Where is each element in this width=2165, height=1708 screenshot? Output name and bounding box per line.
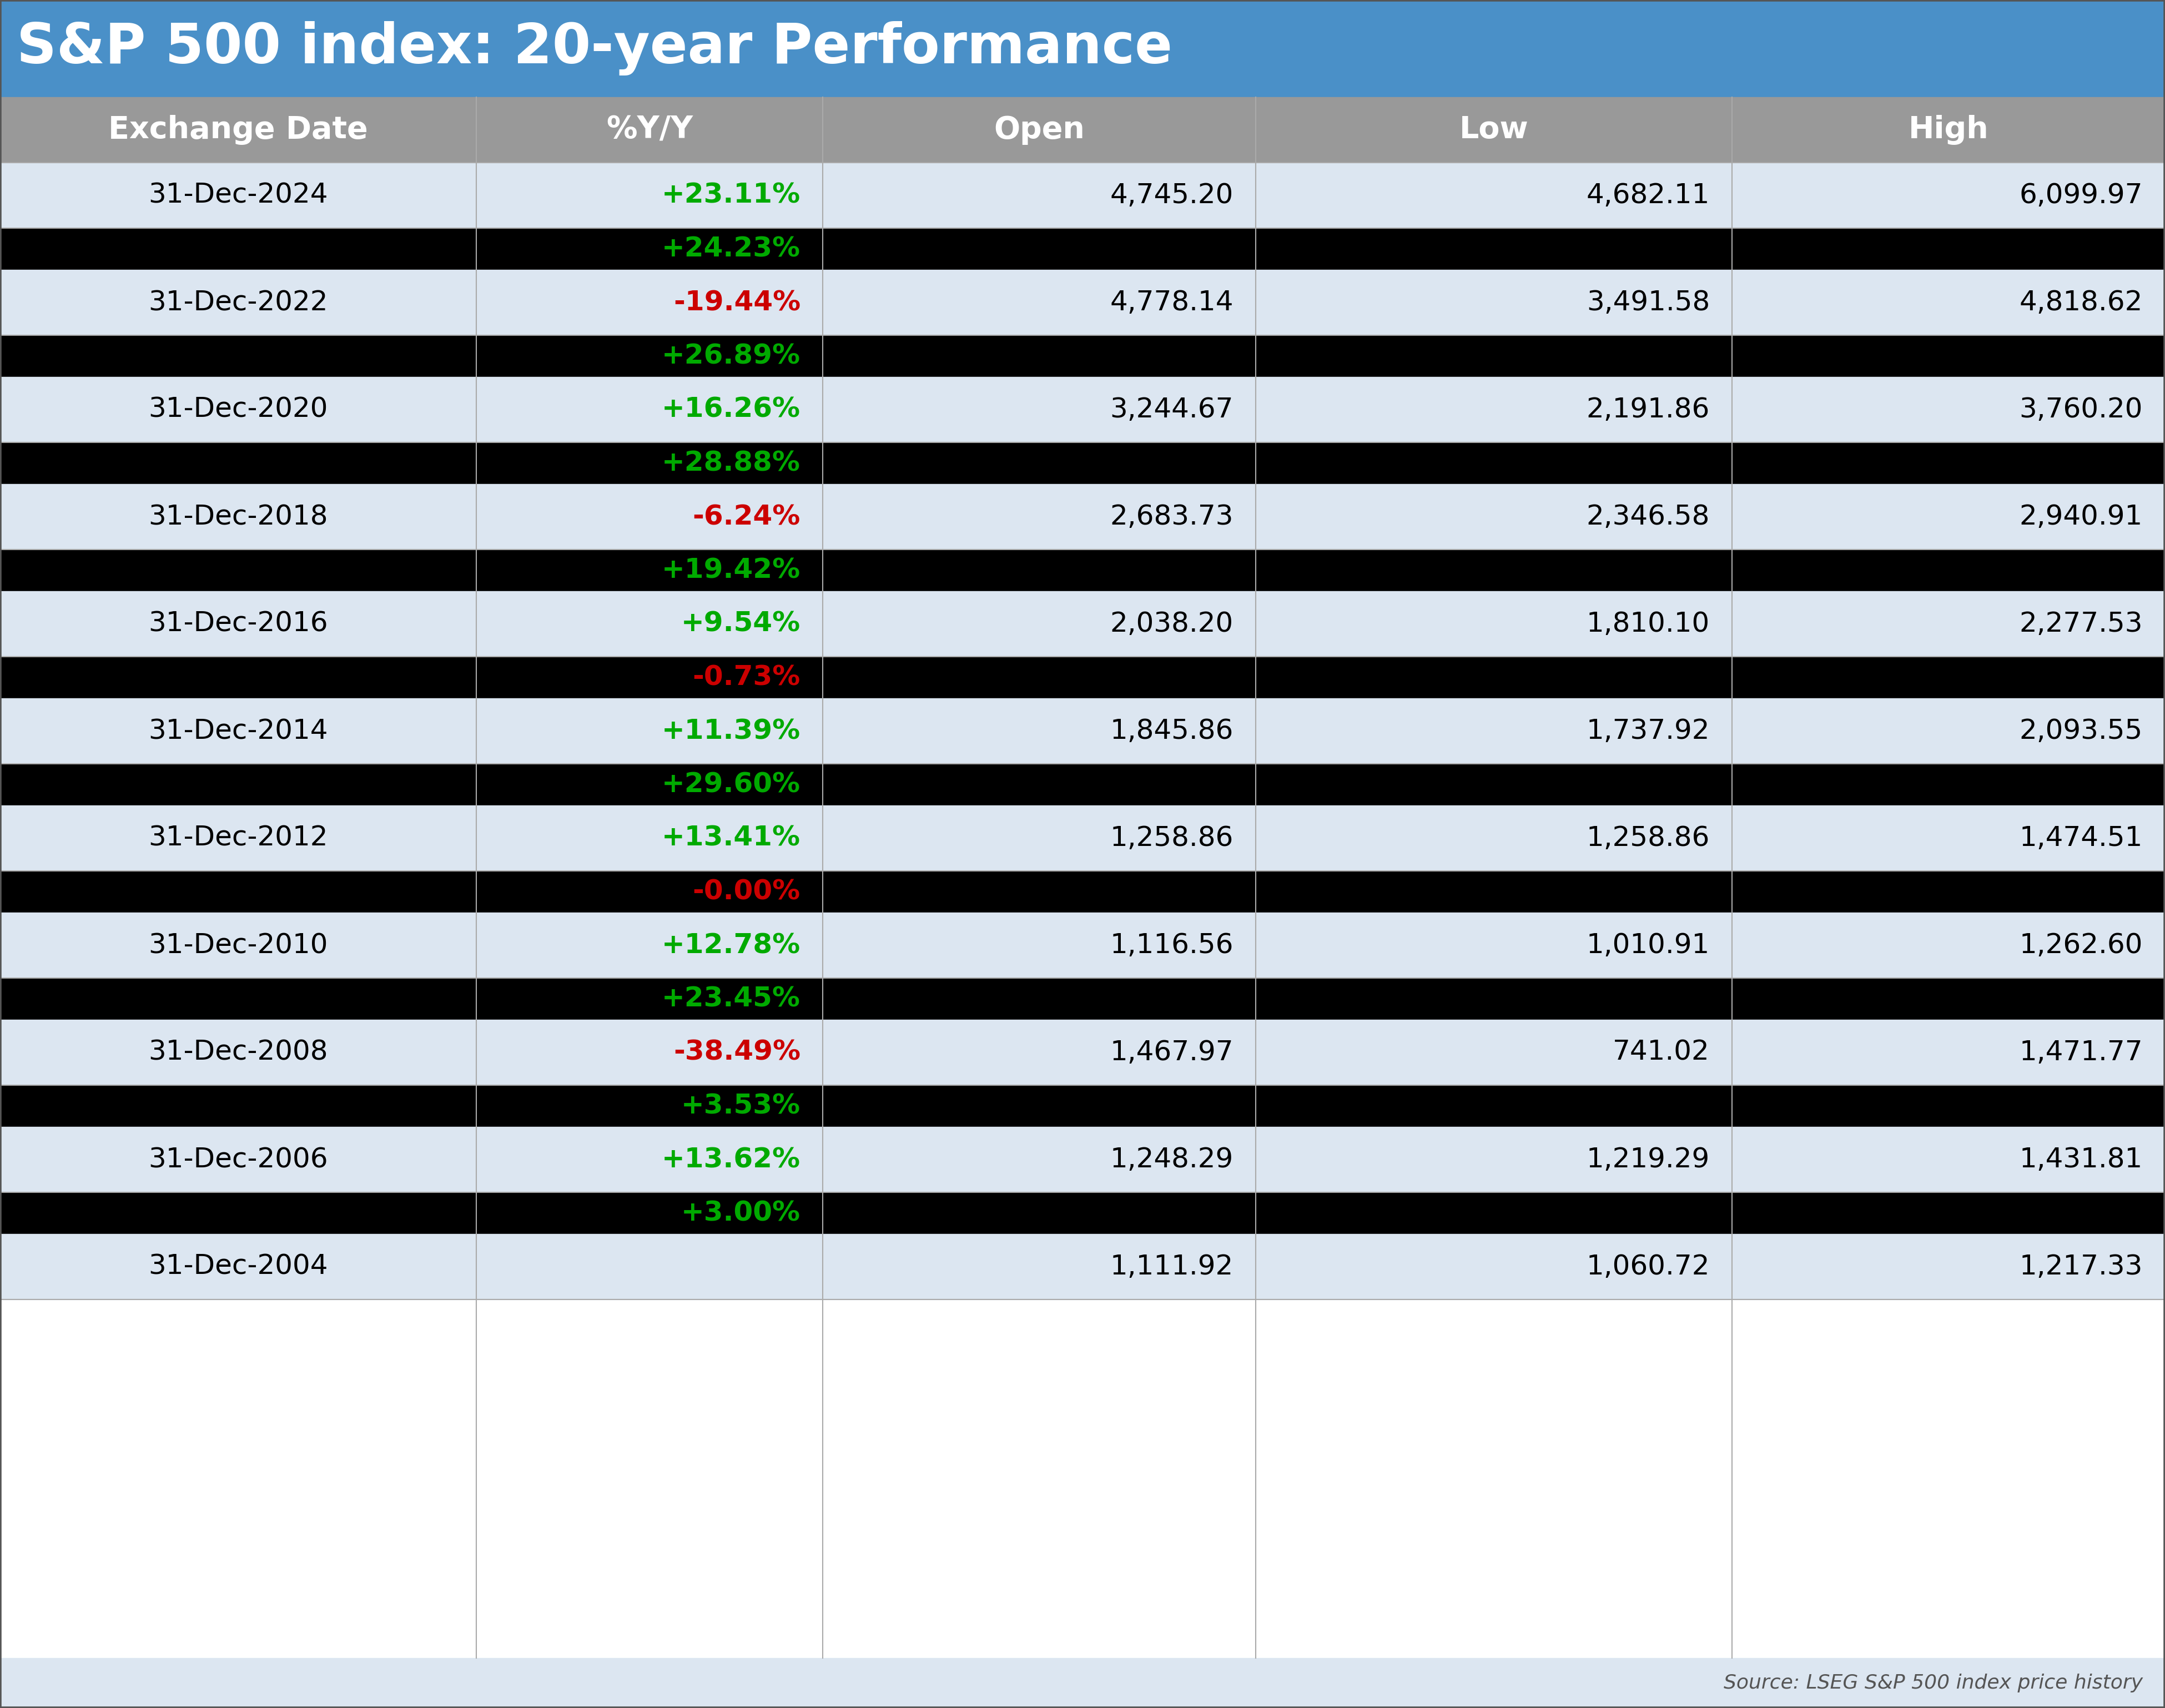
Text: 1,471.77: 1,471.77 [2020, 1038, 2143, 1066]
Bar [0, 483, 2165, 550]
Text: 1,262.60: 1,262.60 [2020, 933, 2143, 958]
Text: 4,745.20: 4,745.20 [1111, 183, 1234, 208]
Text: +13.62%: +13.62% [662, 1146, 801, 1173]
Text: 2,346.58: 2,346.58 [1587, 504, 1710, 529]
Text: -19.44%: -19.44% [673, 289, 801, 316]
Bar [0, 0, 2165, 97]
Text: 1,248.29: 1,248.29 [1111, 1146, 1234, 1173]
Text: Open: Open [994, 114, 1085, 145]
Bar [0, 1085, 2165, 1127]
Text: 31-Dec-2004: 31-Dec-2004 [149, 1254, 327, 1279]
Bar [0, 591, 2165, 656]
Text: 1,845.86: 1,845.86 [1111, 717, 1234, 745]
Bar [0, 550, 2165, 591]
Text: +3.00%: +3.00% [682, 1199, 801, 1226]
Bar [0, 442, 2165, 483]
Text: -38.49%: -38.49% [673, 1038, 801, 1066]
Text: 2,683.73: 2,683.73 [1111, 504, 1234, 529]
Text: Source: LSEG S&P 500 index price history: Source: LSEG S&P 500 index price history [1723, 1674, 2143, 1693]
Text: 1,258.86: 1,258.86 [1587, 825, 1710, 852]
Bar [0, 656, 2165, 699]
Text: 31-Dec-2012: 31-Dec-2012 [149, 825, 327, 852]
Text: 31-Dec-2024: 31-Dec-2024 [149, 183, 327, 208]
Text: +23.11%: +23.11% [662, 183, 801, 208]
Text: 1,474.51: 1,474.51 [2020, 825, 2143, 852]
Bar [0, 270, 2165, 335]
Text: S&P 500 index: 20-year Performance: S&P 500 index: 20-year Performance [17, 22, 1173, 75]
Text: 31-Dec-2006: 31-Dec-2006 [149, 1146, 327, 1173]
Bar [0, 806, 2165, 871]
Text: Exchange Date: Exchange Date [108, 114, 368, 145]
Bar [0, 699, 2165, 763]
Bar [0, 912, 2165, 979]
Text: 2,038.20: 2,038.20 [1111, 610, 1234, 637]
Text: 4,818.62: 4,818.62 [2020, 289, 2143, 316]
Text: +12.78%: +12.78% [662, 933, 801, 958]
Text: 1,258.86: 1,258.86 [1111, 825, 1234, 852]
Text: 4,682.11: 4,682.11 [1587, 183, 1710, 208]
Text: 31-Dec-2022: 31-Dec-2022 [149, 289, 327, 316]
Text: 31-Dec-2010: 31-Dec-2010 [149, 933, 327, 958]
Text: +23.45%: +23.45% [662, 986, 801, 1013]
Text: 2,093.55: 2,093.55 [2020, 717, 2143, 745]
Text: 1,467.97: 1,467.97 [1111, 1038, 1234, 1066]
Text: 1,431.81: 1,431.81 [2020, 1146, 2143, 1173]
Text: +28.88%: +28.88% [662, 449, 801, 477]
Bar [0, 1658, 2165, 1708]
Text: 3,760.20: 3,760.20 [2020, 396, 2143, 424]
Text: 3,491.58: 3,491.58 [1587, 289, 1710, 316]
Text: 4,778.14: 4,778.14 [1111, 289, 1234, 316]
Text: 2,940.91: 2,940.91 [2020, 504, 2143, 529]
Text: +11.39%: +11.39% [662, 717, 801, 745]
Text: 1,111.92: 1,111.92 [1111, 1254, 1234, 1279]
Text: High: High [1907, 114, 1990, 145]
Text: -0.73%: -0.73% [693, 664, 801, 690]
Bar [0, 1127, 2165, 1192]
Bar [0, 1233, 2165, 1300]
Text: 2,191.86: 2,191.86 [1587, 396, 1710, 424]
Bar [0, 763, 2165, 806]
Text: 3,244.67: 3,244.67 [1111, 396, 1234, 424]
Text: -0.00%: -0.00% [693, 878, 801, 905]
Bar [0, 1192, 2165, 1233]
Text: 1,737.92: 1,737.92 [1587, 717, 1710, 745]
Text: 2,277.53: 2,277.53 [2020, 610, 2143, 637]
Text: 1,060.72: 1,060.72 [1587, 1254, 1710, 1279]
Text: 1,217.33: 1,217.33 [2020, 1254, 2143, 1279]
Bar [0, 979, 2165, 1020]
Text: +9.54%: +9.54% [682, 610, 801, 637]
Text: +16.26%: +16.26% [662, 396, 801, 424]
Text: +3.53%: +3.53% [682, 1093, 801, 1119]
Text: 741.02: 741.02 [1613, 1038, 1710, 1066]
Text: 1,116.56: 1,116.56 [1111, 933, 1234, 958]
Text: %Y/Y: %Y/Y [606, 114, 693, 145]
Text: 1,810.10: 1,810.10 [1587, 610, 1710, 637]
Text: 31-Dec-2008: 31-Dec-2008 [149, 1038, 327, 1066]
Text: +24.23%: +24.23% [662, 236, 801, 263]
Bar [0, 97, 2165, 162]
Text: 31-Dec-2016: 31-Dec-2016 [149, 610, 327, 637]
Text: +29.60%: +29.60% [662, 772, 801, 798]
Bar [0, 1020, 2165, 1085]
Text: +13.41%: +13.41% [662, 825, 801, 852]
Text: 1,219.29: 1,219.29 [1587, 1146, 1710, 1173]
Bar [0, 162, 2165, 229]
Text: Low: Low [1459, 114, 1528, 145]
Bar [0, 377, 2165, 442]
Text: +19.42%: +19.42% [662, 557, 801, 584]
Text: 31-Dec-2018: 31-Dec-2018 [149, 504, 327, 529]
Text: +26.89%: +26.89% [662, 343, 801, 369]
Text: 1,010.91: 1,010.91 [1587, 933, 1710, 958]
Text: 31-Dec-2020: 31-Dec-2020 [149, 396, 327, 424]
Bar [0, 335, 2165, 377]
Text: 31-Dec-2014: 31-Dec-2014 [149, 717, 327, 745]
Bar [0, 229, 2165, 270]
Text: -6.24%: -6.24% [693, 504, 801, 529]
Bar [0, 871, 2165, 912]
Text: 6,099.97: 6,099.97 [2020, 183, 2143, 208]
